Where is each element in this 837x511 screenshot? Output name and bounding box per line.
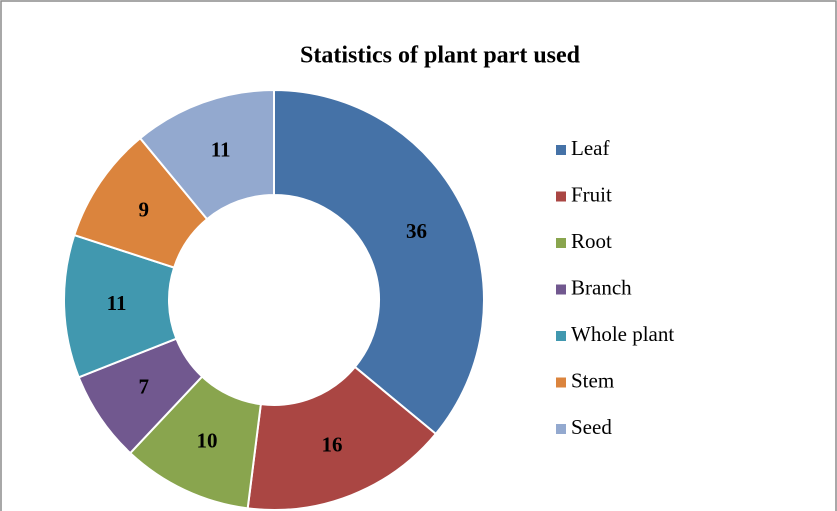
legend-swatch — [556, 377, 566, 388]
legend-swatch — [556, 191, 566, 202]
legend-swatch — [556, 284, 566, 295]
donut-slice — [138, 88, 275, 221]
legend-label: Branch — [571, 275, 632, 299]
data-label: 9 — [138, 197, 149, 221]
legend-swatch — [556, 424, 566, 434]
data-label: 11 — [211, 138, 231, 162]
legend-label: Root — [571, 229, 612, 253]
data-label: 11 — [107, 291, 127, 315]
legend-label: Stem — [571, 368, 614, 392]
data-label: 7 — [138, 374, 149, 398]
legend-swatch — [556, 238, 566, 248]
data-label: 16 — [321, 432, 342, 456]
legend-swatch — [556, 331, 566, 341]
donut-slice — [273, 88, 485, 436]
legend-label: Fruit — [571, 182, 612, 206]
legend-label: Seed — [571, 415, 612, 439]
legend-label: Whole plant — [571, 322, 674, 346]
legend-swatch — [556, 145, 566, 155]
data-label: 10 — [196, 428, 217, 452]
data-label: 36 — [406, 219, 427, 243]
donut-slice — [246, 365, 438, 511]
chart-title: Statistics of plant part used — [300, 43, 581, 69]
legend-label: Leaf — [571, 136, 609, 160]
